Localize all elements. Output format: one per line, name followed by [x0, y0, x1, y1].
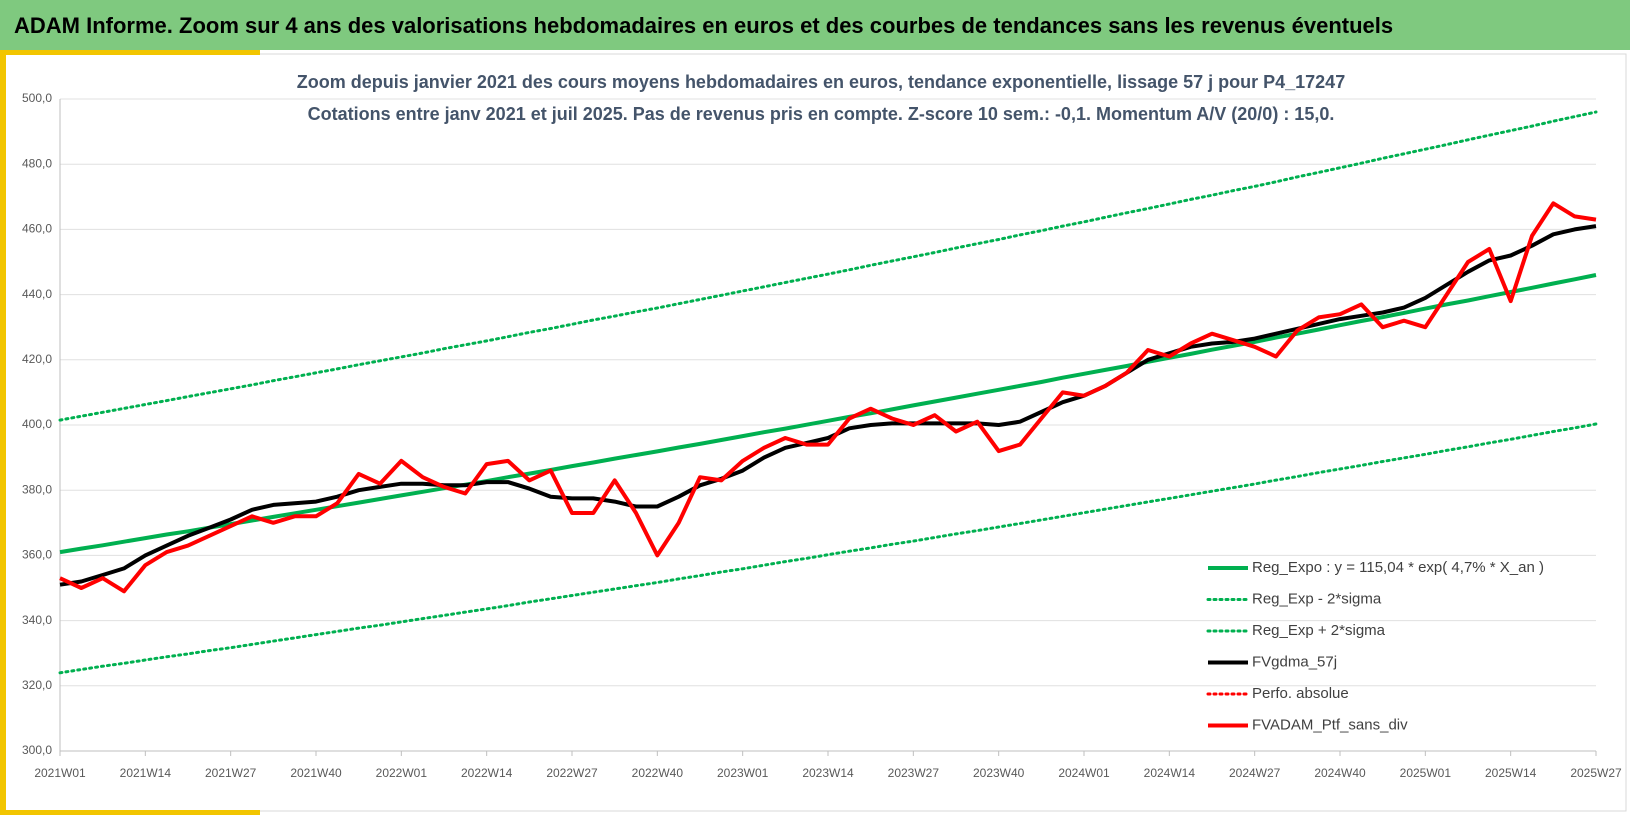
legend-label: Reg_Exp - 2*sigma: [1252, 590, 1382, 607]
x-tick-label: 2021W01: [34, 766, 86, 780]
y-tick-label: 440,0: [22, 287, 52, 301]
x-tick-label: 2022W27: [546, 766, 598, 780]
y-tick-label: 380,0: [22, 482, 52, 496]
x-tick-label: 2024W14: [1144, 766, 1196, 780]
y-tick-label: 320,0: [22, 678, 52, 692]
y-tick-label: 420,0: [22, 352, 52, 366]
chart-subtitle: Cotations entre janv 2021 et juil 2025. …: [308, 104, 1335, 124]
legend-label: FVADAM_Ptf_sans_div: [1252, 716, 1408, 733]
legend-label: Reg_Expo : y = 115,04 * exp( 4,7% * X_an…: [1252, 559, 1544, 576]
y-tick-label: 300,0: [22, 743, 52, 757]
x-tick-label: 2025W14: [1485, 766, 1537, 780]
x-tick-label: 2023W27: [888, 766, 940, 780]
x-tick-label: 2022W14: [461, 766, 513, 780]
y-tick-label: 340,0: [22, 613, 52, 627]
y-tick-label: 360,0: [22, 548, 52, 562]
y-tick-label: 460,0: [22, 222, 52, 236]
deco: [0, 50, 260, 55]
y-tick-label: 500,0: [22, 91, 52, 105]
series-line: [58, 110, 1598, 422]
x-tick-label: 2025W27: [1570, 766, 1622, 780]
plot: [58, 110, 1598, 675]
x-tick-label: 2023W01: [717, 766, 769, 780]
legend-label: Reg_Exp + 2*sigma: [1252, 622, 1386, 639]
x-tick-label: 2021W14: [120, 766, 172, 780]
legend: Reg_Expo : y = 115,04 * exp( 4,7% * X_an…: [1206, 559, 1544, 733]
series-line: [59, 273, 1597, 555]
chart-title: Zoom depuis janvier 2021 des cours moyen…: [297, 72, 1345, 92]
legend-label: FVgdma_57j: [1252, 653, 1337, 670]
background: [0, 50, 1630, 815]
x-tick-label: 2023W14: [802, 766, 854, 780]
x-tick-label: 2025W01: [1400, 766, 1452, 780]
y-tick-label: 400,0: [22, 417, 52, 431]
legend-label: Perfo. absolue: [1252, 685, 1349, 702]
x-tick-label: 2021W27: [205, 766, 257, 780]
x-tick-label: 2024W40: [1314, 766, 1366, 780]
series-line: [59, 224, 1597, 587]
header-band: [0, 0, 1630, 50]
x-tick-label: 2022W40: [632, 766, 684, 780]
series-line: [59, 201, 1597, 594]
x-tick-label: 2024W01: [1058, 766, 1110, 780]
x-tick-label: 2023W40: [973, 766, 1025, 780]
deco: [0, 50, 6, 815]
x-tick-label: 2021W40: [290, 766, 342, 780]
x-tick-label: 2024W27: [1229, 766, 1281, 780]
series-line: [58, 422, 1598, 675]
deco: [0, 810, 260, 815]
page-header: ADAM Informe. Zoom sur 4 ans des valoris…: [14, 13, 1393, 38]
x-tick-label: 2022W01: [376, 766, 428, 780]
y-tick-label: 480,0: [22, 156, 52, 170]
grid: 300,0 320,0 340,0 360,0 380,0 400,0 420,0 440,0…: [22, 91, 1622, 780]
